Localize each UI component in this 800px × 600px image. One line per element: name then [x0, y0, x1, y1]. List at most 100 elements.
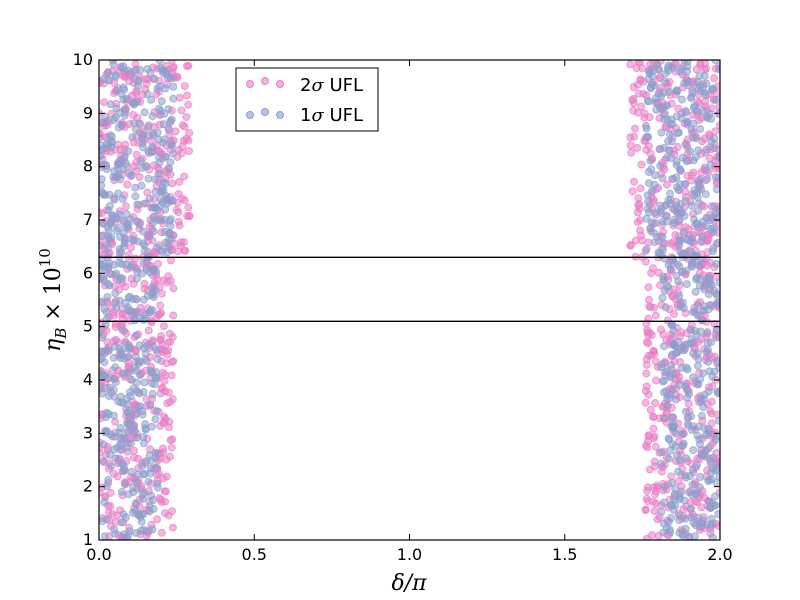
data-point [138, 139, 147, 147]
data-point [667, 361, 676, 369]
data-point [180, 82, 189, 91]
data-point [659, 377, 668, 386]
data-point [109, 386, 118, 395]
data-point [140, 378, 149, 387]
data-point [183, 91, 191, 100]
data-point [712, 95, 720, 104]
data-point [692, 461, 701, 470]
data-point [155, 82, 164, 91]
data-point [110, 116, 119, 124]
data-point [117, 120, 126, 129]
data-point [164, 388, 173, 397]
data-point [660, 115, 669, 124]
data-point [676, 166, 685, 175]
data-point [645, 295, 653, 304]
data-point [166, 158, 175, 167]
data-point [689, 308, 697, 317]
data-point [104, 76, 113, 84]
data-point [111, 454, 120, 463]
data-point [694, 146, 703, 155]
data-point [100, 305, 109, 313]
data-point [140, 246, 149, 255]
data-point [131, 316, 140, 325]
data-point [686, 237, 695, 246]
data-point [658, 174, 667, 183]
data-point [119, 399, 128, 407]
data-point [116, 159, 125, 168]
data-point [168, 179, 177, 188]
data-point [677, 363, 686, 372]
data-point [699, 106, 707, 115]
data-point [633, 208, 642, 217]
y-tick-label: 2 [83, 477, 93, 496]
data-point [685, 472, 694, 480]
data-point [143, 341, 152, 350]
data-point [146, 306, 155, 315]
data-point [113, 86, 122, 95]
legend-marker-1sigma [276, 111, 284, 119]
data-point [644, 197, 653, 206]
data-point [112, 226, 121, 235]
data-point [132, 478, 141, 487]
data-point [102, 165, 111, 174]
data-point [145, 451, 154, 460]
data-point [137, 357, 145, 366]
data-point [686, 147, 695, 156]
data-point [184, 136, 193, 145]
data-point [705, 497, 714, 506]
data-point [697, 503, 706, 512]
data-point [674, 467, 682, 476]
data-point [707, 409, 716, 418]
data-point [184, 203, 193, 212]
data-point [167, 115, 176, 124]
data-point [99, 382, 104, 391]
data-point [100, 498, 109, 507]
data-point [167, 74, 175, 83]
data-point [714, 389, 720, 398]
data-point [130, 119, 139, 128]
data-point [690, 191, 699, 200]
data-point [125, 292, 134, 301]
data-point [713, 298, 720, 307]
data-point [133, 484, 142, 493]
data-point [643, 191, 652, 200]
data-point [672, 161, 681, 170]
legend-label-1sigma: 1σ UFL [300, 105, 363, 126]
data-point [683, 171, 692, 180]
data-point [680, 346, 689, 355]
data-point [164, 124, 173, 133]
series-1sigma-points [99, 60, 720, 540]
data-point [148, 525, 157, 534]
data-point [694, 206, 703, 215]
data-point [180, 172, 189, 181]
data-point [122, 222, 131, 231]
data-point [161, 238, 170, 247]
y-label-eta: η [41, 339, 66, 352]
data-point [649, 424, 658, 433]
data-point [667, 472, 676, 481]
data-point [712, 185, 720, 194]
data-point [122, 443, 131, 452]
data-point [688, 88, 697, 97]
data-point [713, 357, 720, 366]
data-point [675, 291, 684, 300]
data-point [149, 227, 158, 236]
data-point [146, 400, 155, 409]
data-point [137, 181, 146, 190]
data-point [626, 133, 635, 142]
data-point [153, 483, 162, 492]
data-point [696, 125, 704, 133]
data-point [178, 142, 187, 151]
data-point [125, 527, 134, 536]
data-point [647, 165, 656, 174]
data-point [129, 453, 138, 462]
data-point [99, 241, 105, 250]
data-point [656, 161, 665, 170]
data-point [708, 533, 717, 540]
x-tick-label: 0.0 [86, 545, 111, 564]
data-point [668, 440, 677, 449]
data-point [697, 185, 705, 194]
data-point [651, 499, 660, 508]
data-point [131, 254, 140, 263]
data-point [126, 215, 135, 224]
